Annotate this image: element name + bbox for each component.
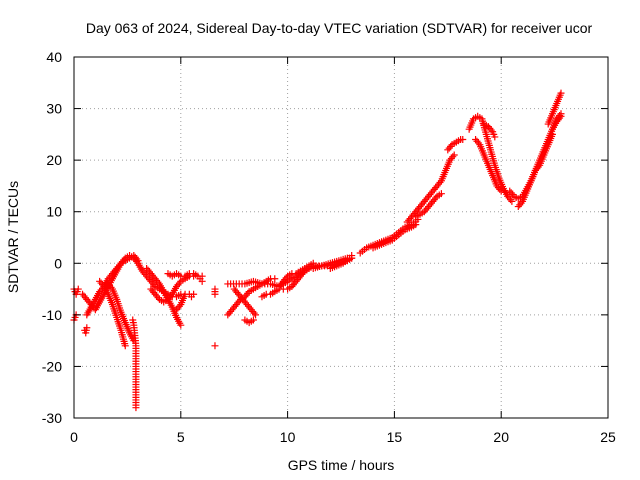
data-point: [175, 302, 183, 310]
series-arc-35: [544, 89, 565, 128]
series-arc-26: [369, 221, 420, 252]
y-tick-label: -20: [42, 358, 62, 374]
data-point: [107, 283, 115, 291]
y-tick-label: 40: [46, 49, 62, 65]
series-arc-25: [356, 215, 422, 257]
series-arc-11: [164, 270, 206, 280]
series-arc-12: [173, 290, 189, 314]
data-point: [487, 126, 495, 134]
data-point: [211, 342, 219, 350]
data-point: [447, 142, 455, 150]
data-point: [432, 194, 440, 202]
series-arc-14: [196, 275, 206, 285]
y-tick-label: -10: [42, 307, 62, 323]
data-point: [496, 185, 504, 193]
series-arc-16: [211, 342, 219, 350]
series-arc-36: [548, 112, 565, 133]
series-arc-13: [185, 290, 198, 301]
y-tick-label: -30: [42, 410, 62, 426]
y-tick-label: 30: [46, 101, 62, 117]
series-arc-29: [444, 136, 467, 154]
data-point: [83, 324, 91, 332]
data-point: [150, 281, 158, 289]
grid: [74, 57, 608, 418]
data-point: [250, 309, 258, 317]
x-axis-label: GPS time / hours: [288, 457, 395, 473]
x-tick-label: 0: [70, 429, 78, 445]
data-point: [252, 311, 260, 319]
series-arc-1: [70, 285, 82, 298]
data-point: [436, 178, 444, 186]
x-tick-label: 10: [280, 429, 296, 445]
data-point: [497, 187, 505, 195]
data-point: [175, 279, 183, 287]
data-point: [534, 163, 542, 171]
series-arc-28: [412, 190, 445, 221]
series-arc-15: [211, 285, 219, 298]
data-point: [474, 139, 482, 147]
series-arc-24: [326, 252, 356, 272]
data-point: [348, 252, 356, 260]
series-arc-6: [96, 277, 129, 350]
series-arc-9: [147, 272, 198, 306]
series-arc-8: [129, 316, 140, 412]
data-point: [556, 114, 564, 122]
data-point: [177, 321, 185, 329]
data-point: [154, 294, 162, 302]
data-point: [98, 281, 106, 289]
data-point: [244, 289, 252, 297]
x-tick-label: 15: [387, 429, 403, 445]
data-point: [133, 255, 141, 263]
data-point: [282, 274, 290, 282]
x-tick-label: 25: [600, 429, 616, 445]
data-point: [190, 290, 198, 298]
series-arc-2: [70, 311, 80, 324]
data-point: [412, 221, 420, 229]
data-point: [506, 196, 514, 204]
data-point: [198, 277, 206, 285]
data-point: [509, 191, 517, 199]
series-arc-30: [465, 112, 516, 205]
data-point: [211, 290, 219, 298]
data-point: [450, 151, 458, 159]
series-arc-27: [403, 151, 458, 226]
data-point: [491, 133, 499, 141]
axis-ticks: 0 5 10 15 20 25 -30 -20 -10 0 10 20 30 40: [42, 49, 616, 445]
data-point: [557, 89, 565, 97]
data-points: [70, 89, 565, 412]
data-point: [116, 261, 124, 269]
series-arc-3: [81, 324, 91, 337]
x-tick-label: 5: [177, 429, 185, 445]
series-arc-19: [230, 285, 260, 319]
data-point: [517, 199, 525, 207]
data-point: [508, 197, 516, 205]
y-tick-label: 0: [54, 255, 62, 271]
data-point: [437, 190, 445, 198]
x-tick-label: 20: [493, 429, 509, 445]
series-arc-31: [472, 136, 505, 195]
series-arc-22: [275, 259, 317, 290]
y-tick-label: 10: [46, 204, 62, 220]
data-point: [249, 316, 257, 324]
data-point: [449, 153, 457, 161]
data-point: [121, 342, 129, 350]
data-point: [459, 136, 467, 144]
y-axis-label: SDTVAR / TECUs: [5, 181, 21, 293]
series-arc-34: [506, 130, 556, 203]
series-arc-20: [241, 316, 257, 327]
data-point: [154, 278, 162, 286]
chart-title: Day 063 of 2024, Sidereal Day-to-day VTE…: [86, 20, 593, 36]
data-point: [557, 112, 565, 120]
plot-frame: [73, 56, 609, 419]
data-point: [271, 275, 279, 283]
data-point: [134, 257, 142, 265]
y-tick-label: 20: [46, 152, 62, 168]
data-point: [132, 404, 140, 412]
series-arc-32: [480, 120, 499, 141]
data-point: [74, 285, 82, 293]
